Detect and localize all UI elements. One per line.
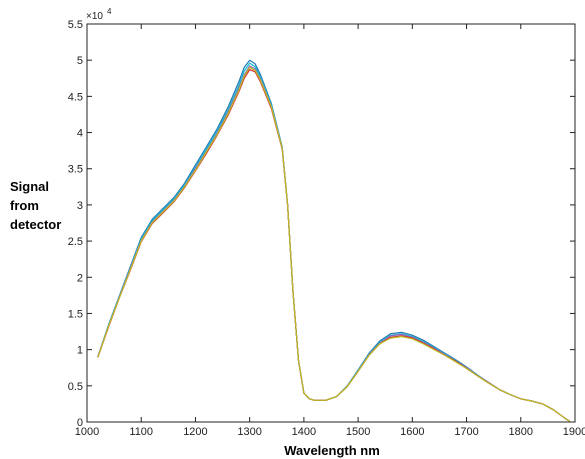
y-axis-title-line-3: detector [10, 217, 61, 232]
y-axis-ticks: 0 0.5 1 1.5 2 2.5 3 3.5 4 4.5 5 5.5 [68, 19, 575, 429]
x-tick-label: 1000 [75, 426, 99, 438]
y-tick-label: 3.5 [68, 164, 83, 176]
x-tick-label: 1300 [237, 426, 261, 438]
y-tick-label: 5 [77, 55, 83, 67]
y-axis-title-line-2: from [10, 198, 39, 213]
spectrum-series-line-4 [97, 69, 570, 422]
y-scale-multiplier: ×10 [86, 11, 103, 22]
x-tick-label: 1700 [454, 426, 478, 438]
y-tick-label: 2 [77, 272, 83, 284]
x-tick-label: 1900 [563, 426, 585, 438]
y-tick-label: 5.5 [68, 19, 83, 31]
x-tick-label: 1800 [509, 426, 533, 438]
spectrum-series-line-1 [97, 59, 570, 422]
x-tick-label: 1500 [346, 426, 370, 438]
spectrum-series-line-2 [97, 62, 570, 422]
y-tick-label: 4 [77, 128, 83, 140]
x-axis-ticks: 1000 1100 1200 1300 1400 1500 1600 1700 1800 1900 [75, 24, 585, 438]
y-tick-label: 4.5 [68, 91, 83, 103]
x-tick-label: 1400 [292, 426, 316, 438]
x-axis-title: Wavelength nm [284, 443, 380, 458]
y-tick-label: 2.5 [68, 236, 83, 248]
series-layer [97, 59, 570, 422]
spectrum-series-line-3 [97, 65, 570, 422]
x-tick-label: 1100 [129, 426, 153, 438]
y-scale-exponent: 4 [107, 7, 112, 16]
y-tick-label: 1 [77, 345, 83, 357]
y-tick-label: 0.5 [68, 381, 83, 393]
y-tick-label: 1.5 [68, 308, 83, 320]
x-tick-label: 1200 [183, 426, 207, 438]
spectrum-series-line-5 [97, 66, 570, 422]
x-tick-label: 1600 [400, 426, 424, 438]
plot-frame [86, 23, 576, 423]
y-tick-label: 0 [77, 417, 83, 429]
y-axis-title-line-1: Signal [10, 179, 49, 194]
y-tick-label: 3 [77, 200, 83, 212]
